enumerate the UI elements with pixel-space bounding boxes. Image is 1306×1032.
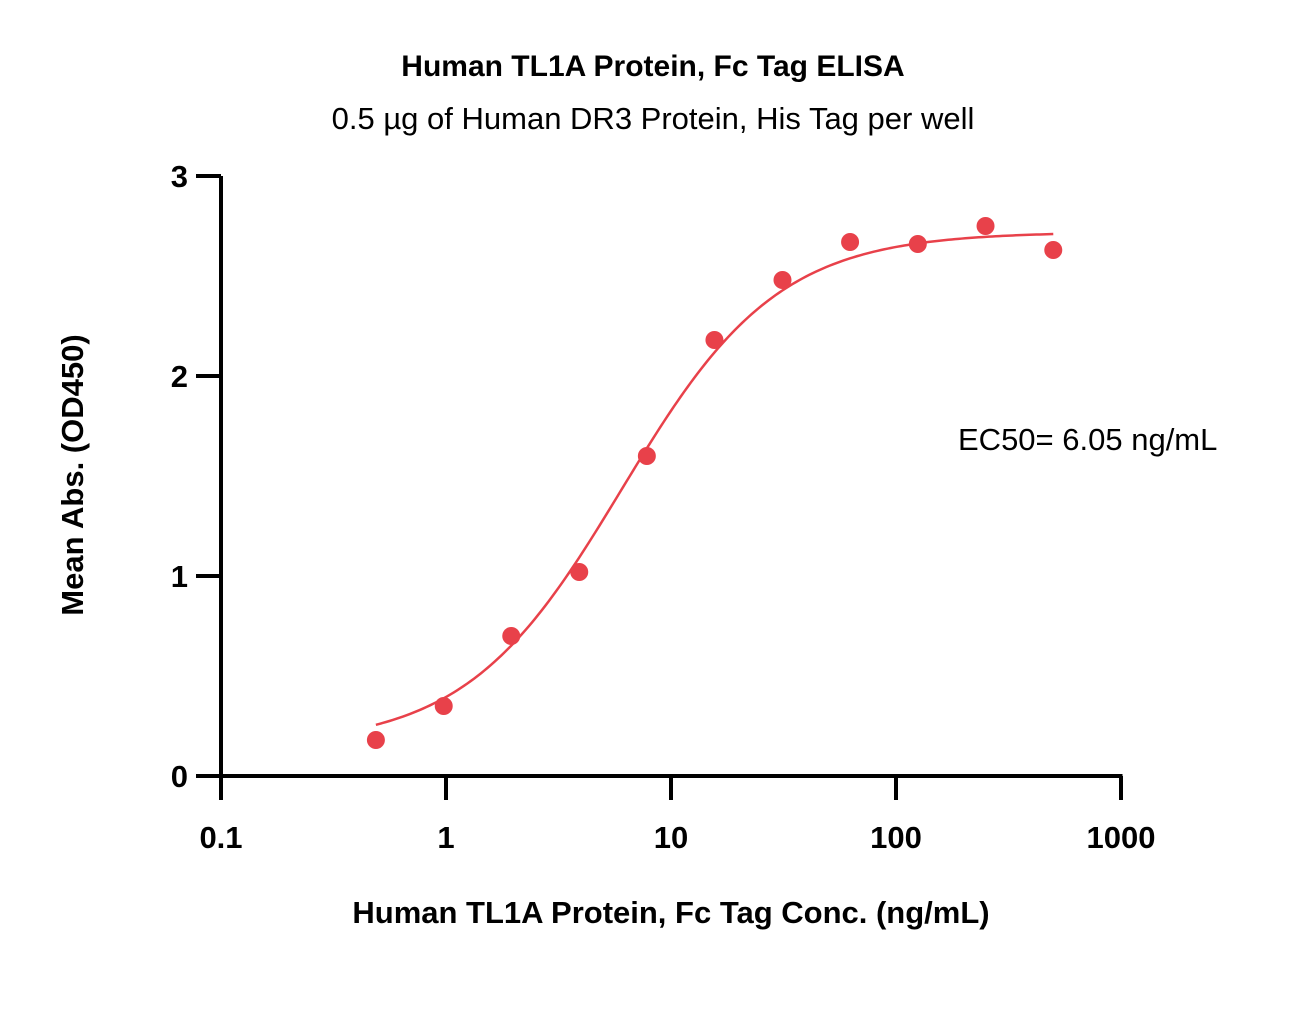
data-point	[841, 233, 860, 251]
x-axis-label: Human TL1A Protein, Fc Tag Conc. (ng/mL)	[352, 895, 990, 930]
ec50-annotation: EC50= 6.05 ng/mL	[958, 422, 1218, 457]
fit-curve	[375, 232, 1054, 727]
data-point	[908, 235, 927, 253]
data-point	[434, 697, 453, 715]
data-point	[705, 331, 724, 349]
x-tick-label: 1	[437, 820, 454, 855]
data-point	[570, 563, 589, 581]
y-tick-label: 3	[171, 159, 188, 194]
y-tick-label: 1	[171, 559, 188, 594]
y-tick-label: 0	[171, 759, 188, 794]
data-point	[502, 627, 521, 645]
y-tick-label: 2	[171, 359, 188, 394]
data-point	[637, 447, 656, 465]
x-tick-label: 10	[654, 820, 688, 855]
x-tick-label: 0.1	[199, 820, 242, 855]
data-point	[976, 217, 995, 235]
data-point	[1044, 241, 1063, 259]
axes	[219, 176, 1123, 778]
chart-subtitle: 0.5 µg of Human DR3 Protein, His Tag per…	[331, 101, 975, 136]
data-points	[366, 217, 1063, 749]
data-point	[773, 271, 792, 289]
tick-marks	[196, 174, 1123, 800]
chart-title: Human TL1A Protein, Fc Tag ELISA	[401, 50, 905, 83]
x-tick-label: 1000	[1087, 820, 1156, 855]
y-axis-label: Mean Abs. (OD450)	[55, 334, 90, 616]
x-tick-label: 100	[870, 820, 922, 855]
tick-labels: 0.1 1 10 100 1000 0 1 2 3	[171, 159, 1156, 855]
data-point	[366, 731, 385, 749]
